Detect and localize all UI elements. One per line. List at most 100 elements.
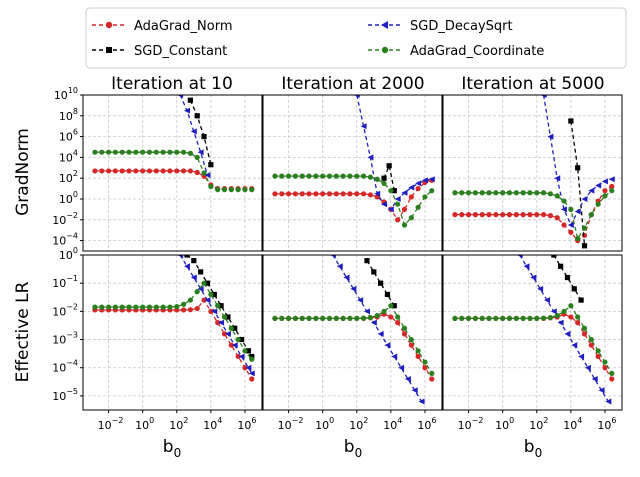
data-point-sgd-decaysqrt (197, 285, 204, 292)
y-tick-label: 10−4 (52, 232, 78, 248)
x-tick-label: 102 (529, 416, 548, 432)
data-point-sgd-decaysqrt (381, 201, 388, 208)
data-point-sgd-constant (578, 297, 584, 303)
data-point-adagrad-norm (513, 212, 519, 218)
data-point-sgd-decaysqrt (224, 330, 231, 337)
panel-background (83, 95, 262, 251)
data-point-sgd-decaysqrt (404, 376, 411, 382)
data-point-adagrad-coordinate (472, 315, 478, 322)
data-point-adagrad-norm (340, 191, 346, 197)
data-point-adagrad-coordinate (479, 190, 485, 196)
data-point-adagrad-coordinate (228, 325, 234, 331)
data-point-adagrad-coordinate (105, 149, 112, 155)
data-point-adagrad-coordinate (588, 212, 594, 218)
x-tick-label: 10−2 (458, 416, 484, 432)
data-point-adagrad-coordinate (422, 194, 428, 200)
data-point-adagrad-norm (160, 168, 166, 174)
data-point-adagrad-norm (279, 191, 285, 197)
x-tick-label: 104 (563, 416, 582, 432)
column-title-3: Iteration at 5000 (461, 74, 604, 94)
data-point-sgd-constant (386, 163, 392, 169)
data-point-adagrad-coordinate (180, 149, 187, 155)
data-point-sgd-decaysqrt (605, 398, 612, 405)
x-axis-label-sub-col1: 0 (174, 446, 182, 460)
data-point-adagrad-norm (306, 191, 312, 197)
data-point-adagrad-norm (105, 168, 112, 174)
data-point-sgd-constant (218, 303, 224, 309)
data-point-adagrad-coordinate (465, 315, 472, 322)
data-point-sgd-constant (211, 291, 217, 298)
data-point-adagrad-coordinate (208, 291, 214, 298)
x-axis-label-base-col1: b (163, 437, 174, 457)
data-point-sgd-decaysqrt (190, 274, 197, 281)
panel-background (83, 255, 262, 410)
data-point-adagrad-norm (588, 342, 594, 348)
data-point-sgd-constant (558, 263, 564, 269)
data-point-adagrad-norm (395, 320, 401, 326)
data-point-adagrad-coordinate (112, 149, 118, 155)
y-tick-label: 1010 (54, 86, 78, 102)
data-point-adagrad-norm (554, 215, 560, 221)
data-point-adagrad-coordinate (313, 173, 319, 179)
data-point-adagrad-norm (208, 308, 214, 314)
data-point-adagrad-norm (520, 212, 526, 218)
data-point-adagrad-coordinate (187, 150, 193, 156)
legend-marker-sgd-constant (106, 47, 112, 53)
data-point-adagrad-norm (285, 191, 292, 197)
data-point-adagrad-coordinate (581, 325, 588, 331)
data-point-adagrad-coordinate (465, 190, 472, 196)
data-point-sgd-decaysqrt (197, 149, 204, 156)
data-point-adagrad-coordinate (388, 188, 394, 194)
data-point-sgd-constant (568, 118, 574, 124)
data-point-adagrad-coordinate (561, 308, 567, 314)
y-tick-label: 100 (59, 190, 78, 206)
data-point-adagrad-coordinate (575, 235, 581, 242)
data-point-adagrad-norm (408, 194, 414, 200)
data-point-sgd-decaysqrt (238, 353, 245, 360)
data-point-adagrad-coordinate (326, 315, 333, 322)
data-point-sgd-decaysqrt (578, 353, 585, 360)
data-point-adagrad-coordinate (388, 303, 394, 309)
data-point-sgd-decaysqrt (211, 308, 218, 315)
data-point-adagrad-coordinate (493, 190, 499, 196)
data-point-sgd-decaysqrt (363, 308, 370, 315)
legend-marker-adagrad-norm (105, 21, 113, 29)
data-point-adagrad-coordinate (354, 173, 360, 179)
data-point-sgd-decaysqrt (204, 172, 211, 179)
data-point-sgd-decaysqrt (516, 255, 523, 258)
data-point-sgd-decaysqrt (554, 175, 561, 182)
data-point-adagrad-coordinate (534, 315, 540, 322)
x-tick-label: 106 (237, 416, 256, 432)
data-point-adagrad-coordinate (221, 314, 228, 320)
data-point-adagrad-norm (326, 191, 333, 197)
data-point-adagrad-norm (153, 168, 159, 174)
data-point-adagrad-coordinate (201, 280, 207, 286)
data-point-sgd-decaysqrt (571, 342, 578, 349)
x-tick-label: 100 (495, 416, 514, 432)
y-tick-label: 108 (59, 107, 78, 123)
data-point-sgd-decaysqrt (564, 330, 571, 337)
data-point-adagrad-norm (313, 191, 319, 197)
data-point-adagrad-coordinate (99, 304, 105, 310)
data-point-sgd-decaysqrt (336, 263, 343, 270)
panel-frame (262, 254, 443, 411)
x-tick-label: 106 (597, 416, 616, 432)
data-point-sgd-decaysqrt (408, 184, 415, 191)
data-point-sgd-constant (204, 280, 211, 286)
data-point-adagrad-coordinate (249, 187, 255, 193)
data-point-adagrad-norm (235, 353, 241, 360)
data-point-adagrad-norm (415, 353, 421, 360)
data-point-sgd-decaysqrt (567, 222, 574, 228)
plot-panels: 101010810610410210010−210−410010−110−210… (52, 86, 623, 432)
data-point-sgd-constant (184, 255, 190, 258)
data-point-adagrad-coordinate (486, 315, 492, 322)
panel-frame (442, 94, 623, 252)
data-point-adagrad-norm (609, 183, 615, 190)
data-point-sgd-decaysqrt (387, 206, 394, 213)
data-point-sgd-constant (208, 162, 214, 168)
y-tick-label: 10−5 (52, 387, 78, 403)
x-axis-label-col3: b0 (524, 437, 542, 460)
data-point-adagrad-coordinate (540, 190, 547, 196)
data-point-adagrad-coordinate (272, 315, 278, 322)
data-point-adagrad-coordinate (547, 191, 554, 197)
